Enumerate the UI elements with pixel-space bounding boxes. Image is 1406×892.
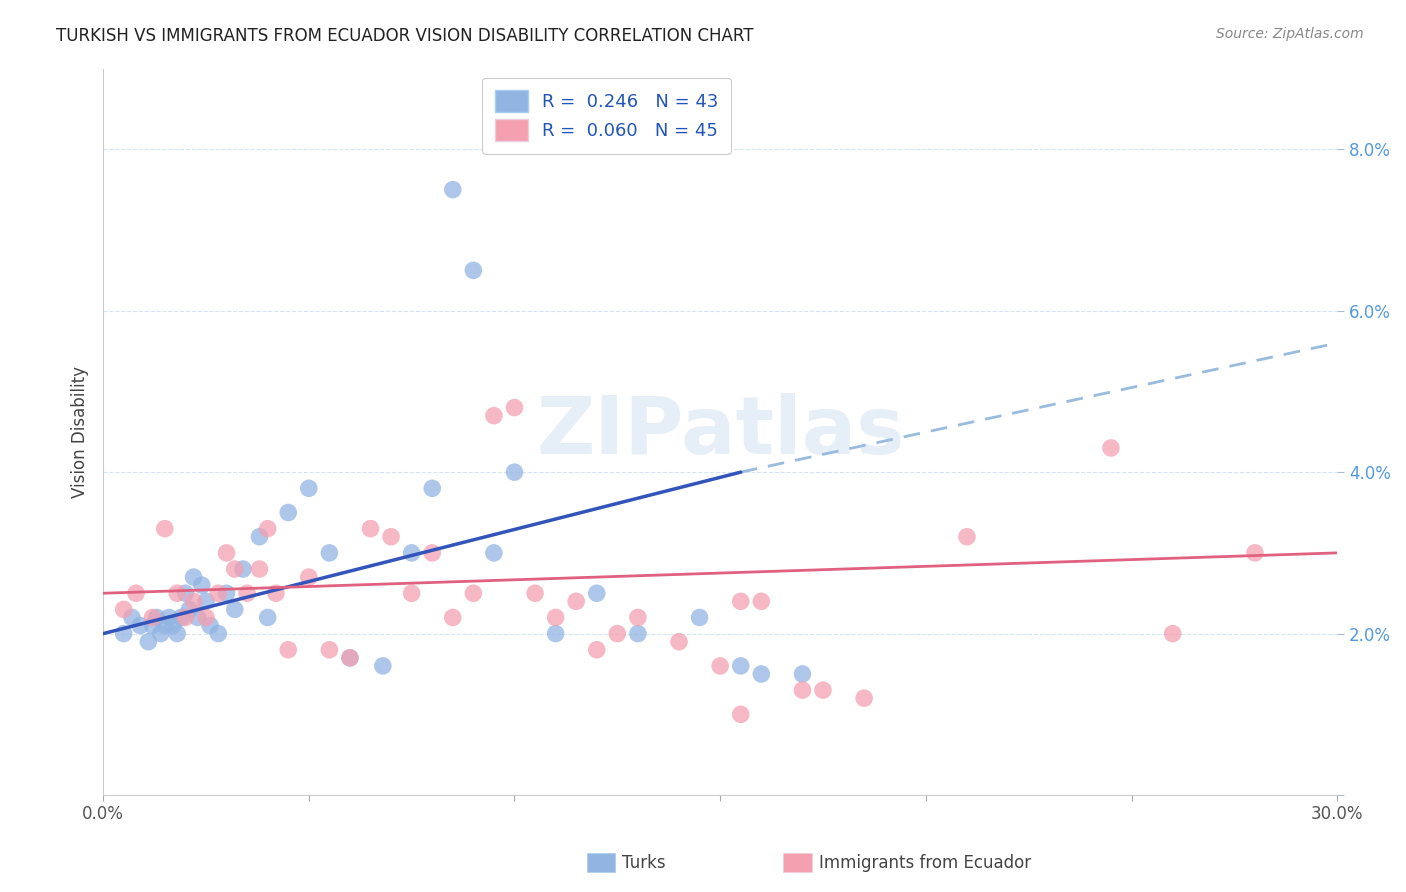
Point [249, 530, 271, 544]
Text: Immigrants from Ecuador: Immigrants from Ecuador [818, 855, 1031, 872]
Point [401, 546, 423, 560]
Point [121, 610, 143, 624]
Point [544, 626, 567, 640]
Point [198, 618, 221, 632]
Point [441, 610, 464, 624]
Point [264, 586, 287, 600]
Text: ZIPatlas: ZIPatlas [536, 392, 904, 471]
Point [482, 546, 505, 560]
Point [360, 522, 382, 536]
Point [145, 610, 167, 624]
Point [232, 562, 254, 576]
Point [503, 465, 526, 479]
Point [565, 594, 588, 608]
Y-axis label: Vision Disability: Vision Disability [72, 366, 89, 498]
Point [187, 610, 209, 624]
Point [1244, 546, 1267, 560]
Point [194, 610, 217, 624]
Point [339, 650, 361, 665]
Point [256, 522, 278, 536]
Point [956, 530, 979, 544]
Point [371, 659, 394, 673]
Point [215, 586, 238, 600]
Point [709, 659, 731, 673]
Point [249, 562, 271, 576]
Point [811, 683, 834, 698]
Text: TURKISH VS IMMIGRANTS FROM ECUADOR VISION DISABILITY CORRELATION CHART: TURKISH VS IMMIGRANTS FROM ECUADOR VISIO… [56, 27, 754, 45]
Point [749, 667, 772, 681]
Point [125, 586, 148, 600]
Point [463, 586, 485, 600]
Point [224, 562, 246, 576]
Point [853, 691, 876, 706]
Point [730, 594, 752, 608]
Point [166, 586, 188, 600]
Point [194, 594, 217, 608]
Point [298, 570, 321, 584]
Point [627, 610, 650, 624]
Point [298, 481, 321, 495]
Point [153, 618, 176, 632]
Point [318, 546, 340, 560]
Point [153, 522, 176, 536]
Point [318, 642, 340, 657]
Point [380, 530, 402, 544]
Point [339, 650, 361, 665]
Point [749, 594, 772, 608]
Point [183, 594, 205, 608]
Point [730, 707, 752, 722]
Point [606, 626, 628, 640]
Point [792, 683, 814, 698]
Point [112, 626, 135, 640]
Point [668, 634, 690, 648]
Point [420, 546, 443, 560]
Point [166, 626, 188, 640]
Point [162, 618, 184, 632]
Point [215, 546, 238, 560]
Point [585, 586, 607, 600]
Point [256, 610, 278, 624]
Point [792, 667, 814, 681]
Point [585, 642, 607, 657]
Point [138, 634, 160, 648]
Point [170, 610, 193, 624]
Point [157, 610, 180, 624]
Point [1099, 441, 1122, 455]
Point [191, 578, 214, 592]
Point [482, 409, 505, 423]
Point [401, 586, 423, 600]
Point [224, 602, 246, 616]
Point [141, 618, 163, 632]
Point [277, 506, 299, 520]
Point [730, 659, 752, 673]
Point [149, 626, 172, 640]
Point [277, 642, 299, 657]
Point [112, 602, 135, 616]
Text: Source: ZipAtlas.com: Source: ZipAtlas.com [1216, 27, 1364, 41]
Point [1161, 626, 1184, 640]
Point [503, 401, 526, 415]
Point [207, 586, 229, 600]
Point [420, 481, 443, 495]
Point [689, 610, 711, 624]
Point [441, 183, 464, 197]
Point [207, 626, 229, 640]
Point [236, 586, 259, 600]
Point [141, 610, 163, 624]
Legend: R =  0.246   N = 43, R =  0.060   N = 45: R = 0.246 N = 43, R = 0.060 N = 45 [482, 78, 731, 154]
Point [174, 610, 197, 624]
Point [179, 602, 201, 616]
Point [544, 610, 567, 624]
Point [183, 570, 205, 584]
Point [174, 586, 197, 600]
Point [627, 626, 650, 640]
Point [129, 618, 152, 632]
Point [524, 586, 547, 600]
Point [463, 263, 485, 277]
Text: Turks: Turks [621, 855, 665, 872]
